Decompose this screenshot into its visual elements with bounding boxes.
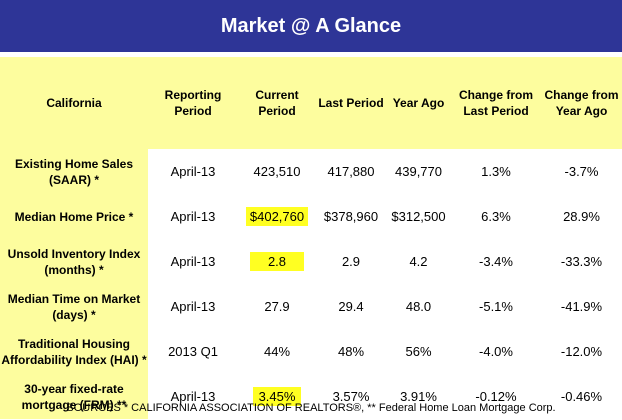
cell-year-ago: 3.91% <box>400 389 437 404</box>
cell-year-ago: 48.0 <box>405 299 432 314</box>
cell-change-last: -4.0% <box>479 344 513 359</box>
cell-last: 417,880 <box>327 164 375 179</box>
cell-current: 2.8 <box>238 239 316 284</box>
row-label: Median Home Price * <box>0 194 148 239</box>
col-header-last: Last Period <box>316 57 386 149</box>
cell-period: April-13 <box>170 209 216 224</box>
col-header-change-year: Change from Year Ago <box>541 57 622 149</box>
row-label: Traditional Housing Affordability Index … <box>0 329 148 374</box>
table-row: 30-year fixed-rate mortgage (FRM) ** Apr… <box>0 374 622 419</box>
cell-change-year: -41.9% <box>560 299 603 314</box>
table-row: Unsold Inventory Index (months) * April-… <box>0 239 622 284</box>
row-label: 30-year fixed-rate mortgage (FRM) ** <box>0 374 148 419</box>
cell-period: 2013 Q1 <box>168 344 218 359</box>
cell-year-ago: $312,500 <box>391 209 446 224</box>
cell-change-last: 1.3% <box>481 164 511 179</box>
cell-change-year: 28.9% <box>563 209 600 224</box>
table-row: Existing Home Sales (SAAR) * April-13 42… <box>0 149 622 194</box>
cell-last: 3.57% <box>332 389 370 404</box>
cell-current: 423,510 <box>253 164 301 179</box>
cell-last: 2.9 <box>341 254 361 269</box>
page-title: Market @ A Glance <box>220 14 402 37</box>
cell-change-year: -12.0% <box>560 344 603 359</box>
col-header-current: Current Period <box>238 57 316 149</box>
divider <box>0 52 622 57</box>
cell-change-last: 6.3% <box>481 209 511 224</box>
cell-year-ago: 56% <box>405 344 432 359</box>
highlighted-value: 2.8 <box>249 252 305 271</box>
cell-change-last: -3.4% <box>479 254 513 269</box>
col-header-year-ago: Year Ago <box>386 57 451 149</box>
cell-year-ago: 4.2 <box>409 254 428 269</box>
header-row: California Reporting Period Current Peri… <box>0 57 622 149</box>
title-bar: Market @ A Glance <box>0 0 622 52</box>
row-label: Unsold Inventory Index (months) * <box>0 239 148 284</box>
cell-period: April-13 <box>170 164 216 179</box>
table-row: Median Home Price * April-13 $402,760 $3… <box>0 194 622 239</box>
cell-current: 44% <box>263 344 291 359</box>
cell-period: April-13 <box>170 299 216 314</box>
cell-last: 48% <box>337 344 365 359</box>
cell-period: April-13 <box>170 389 216 404</box>
table-row: Traditional Housing Affordability Index … <box>0 329 622 374</box>
cell-current: 3.45% <box>238 374 316 419</box>
market-table: California Reporting Period Current Peri… <box>0 57 622 419</box>
cell-last: 29.4 <box>338 299 364 314</box>
col-header-period: Reporting Period <box>148 57 238 149</box>
row-label: Existing Home Sales (SAAR) * <box>0 149 148 194</box>
cell-period: April-13 <box>170 254 216 269</box>
cell-year-ago: 439,770 <box>395 164 442 179</box>
table-row: Median Time on Market (days) * April-13 … <box>0 284 622 329</box>
cell-current: $402,760 <box>238 194 316 239</box>
col-header-change-last: Change from Last Period <box>451 57 541 149</box>
cell-change-year: -33.3% <box>560 254 603 269</box>
highlighted-value: 3.45% <box>252 387 302 406</box>
highlighted-value: $402,760 <box>245 207 309 226</box>
source-footnote: SOURCES * CALIFORNIA ASSOCIATION OF REAL… <box>66 402 556 414</box>
cell-current: 27.9 <box>264 299 290 314</box>
cell-change-year: -0.46% <box>560 389 603 404</box>
cell-change-last: -5.1% <box>479 299 513 314</box>
row-label: Median Time on Market (days) * <box>0 284 148 329</box>
cell-last: $378,960 <box>323 209 379 224</box>
col-header-state: California <box>0 57 148 149</box>
cell-change-year: -3.7% <box>564 164 599 179</box>
cell-change-last: -0.12% <box>475 389 517 404</box>
